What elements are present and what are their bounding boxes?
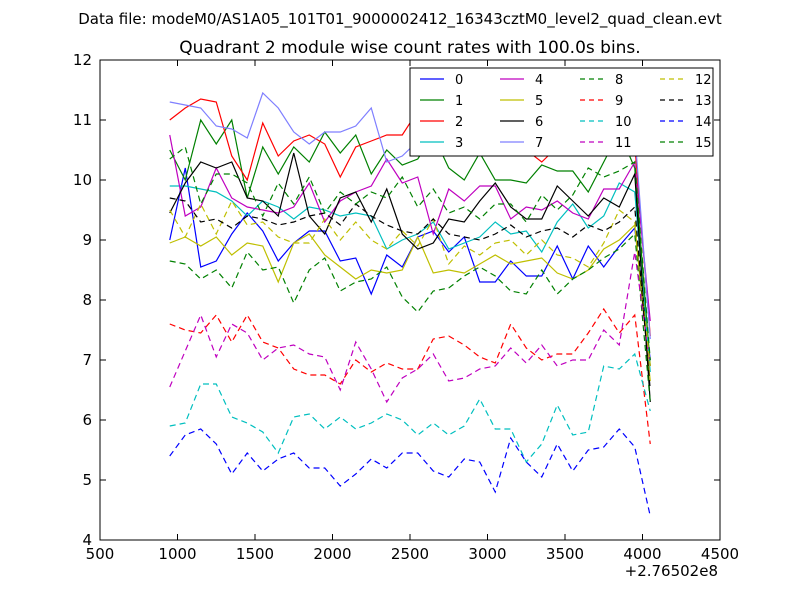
y-tick-label: 7	[82, 351, 92, 369]
series-line-3	[169, 182, 651, 373]
legend-label-0: 0	[455, 73, 463, 88]
legend-label-1: 1	[455, 94, 463, 109]
legend-label-12: 12	[695, 73, 712, 88]
x-tick-label: 3500	[546, 545, 584, 563]
series-line-0	[169, 167, 651, 361]
x-tick-label: 500	[86, 545, 115, 563]
legend-label-8: 8	[615, 73, 623, 88]
series-line-13	[169, 197, 651, 391]
legend-label-6: 6	[535, 115, 543, 130]
y-tick-label: 5	[82, 471, 92, 489]
legend-label-15: 15	[695, 136, 712, 151]
legend-label-7: 7	[535, 136, 543, 151]
series-line-11	[169, 251, 651, 404]
legend-label-14: 14	[695, 115, 712, 130]
series-line-14	[169, 428, 651, 517]
x-tick-label: 2000	[313, 545, 351, 563]
legend-label-5: 5	[535, 94, 543, 109]
series-line-12	[169, 199, 651, 367]
x-tick-label: 3000	[468, 545, 506, 563]
legend-label-13: 13	[695, 94, 712, 109]
legend-label-9: 9	[615, 94, 623, 109]
y-tick-label: 4	[82, 531, 92, 549]
legend-label-2: 2	[455, 115, 463, 130]
legend-label-10: 10	[615, 115, 632, 130]
y-tick-label: 6	[82, 411, 92, 429]
legend-box	[409, 67, 714, 157]
y-tick-label: 8	[82, 291, 92, 309]
series-line-5	[169, 223, 651, 382]
x-tick-label: 4000	[623, 545, 661, 563]
series-line-15	[169, 145, 651, 361]
x-tick-label: 1500	[236, 545, 274, 563]
x-offset-label: +2.76502e8	[625, 562, 718, 580]
suptitle: Data file: modeM0/AS1A05_101T01_90000024…	[78, 10, 722, 29]
y-tick-label: 9	[82, 231, 92, 249]
chart-title: Quadrant 2 module wise count rates with …	[179, 38, 640, 58]
legend-label-11: 11	[615, 136, 632, 151]
y-tick-label: 11	[73, 111, 92, 129]
series-line-9	[169, 307, 651, 445]
y-tick-label: 12	[73, 51, 92, 69]
x-tick-label: 1000	[158, 545, 196, 563]
legend-label-4: 4	[535, 73, 543, 88]
x-tick-label: 2500	[391, 545, 429, 563]
legend-label-3: 3	[455, 136, 463, 151]
y-tick-label: 10	[73, 171, 92, 189]
x-tick-label: 4500	[701, 545, 739, 563]
series-line-4	[169, 134, 651, 322]
axes: 500 1000 1500 2000 2500 3000 3500 4000 4500 4 5 6 7 8…	[73, 51, 739, 563]
series-line-8	[169, 232, 651, 403]
series-line-6	[169, 152, 651, 403]
